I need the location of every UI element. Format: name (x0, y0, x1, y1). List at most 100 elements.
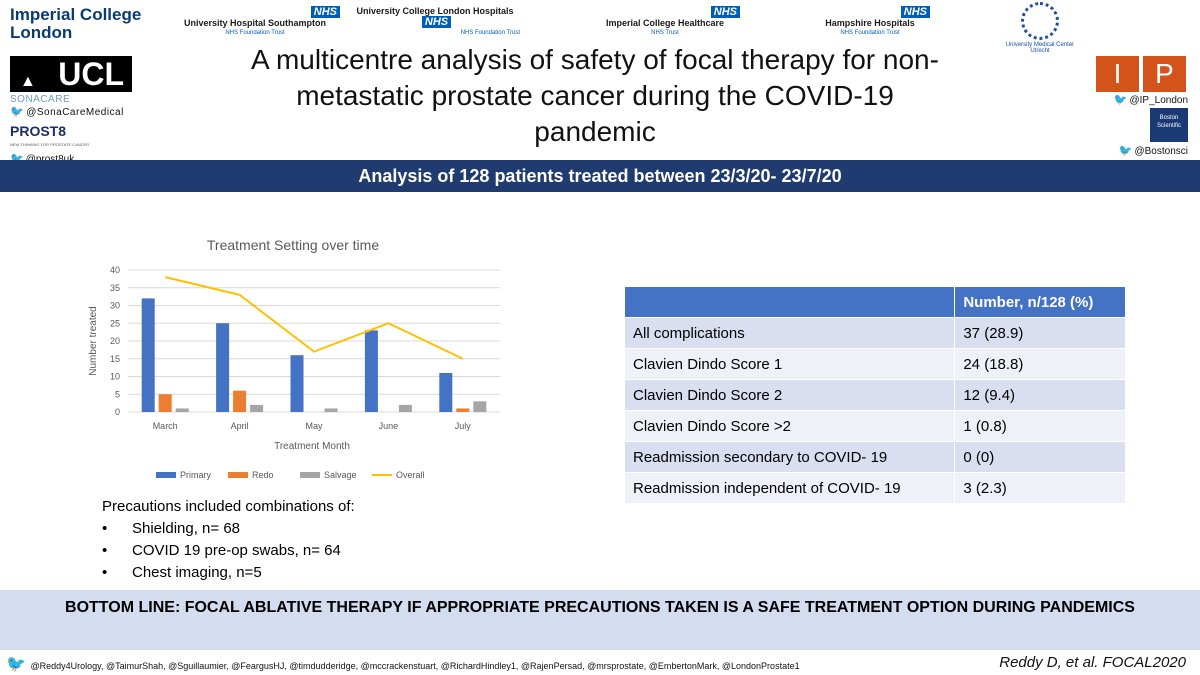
legend-label: Redo (252, 470, 274, 480)
bar-primary (216, 323, 230, 412)
table-cell: 1 (0.8) (954, 410, 1126, 442)
bar-primary (141, 298, 155, 412)
y-tick-label: 20 (110, 336, 120, 346)
y-tick-label: 30 (110, 301, 120, 311)
bar-primary (290, 355, 304, 412)
precautions-list: Precautions included combinations of: Sh… (102, 496, 355, 584)
x-tick-label: June (379, 421, 399, 431)
table-cell: Readmission secondary to COVID- 19 (623, 441, 956, 473)
prost8-handle-link[interactable]: @prost8uk (26, 154, 75, 165)
chart-legend: Primary Redo Salvage Overall (156, 470, 425, 480)
table-cell: 3 (2.3) (954, 472, 1126, 504)
bar-salvage (175, 408, 189, 412)
x-tick-label: April (231, 421, 249, 431)
bar-redo (456, 408, 470, 412)
chart-bars (141, 298, 487, 412)
nhs-badge: NHS (900, 6, 930, 18)
x-tick-label: March (153, 421, 178, 431)
y-tick-label: 5 (115, 389, 120, 399)
complications-table: Number, n/128 (%) All complications 37 (2… (623, 286, 1126, 504)
legend-label: Salvage (324, 470, 357, 480)
chart-x-axis-label: Treatment Month (274, 441, 350, 452)
umc-utrecht-logo: University Medical Center Utrecht (1000, 2, 1080, 54)
analysis-banner: Analysis of 128 patients treated between… (0, 160, 1200, 192)
nhs-badge: NHS (710, 6, 740, 18)
citation: Reddy D, et al. FOCAL2020 (999, 654, 1186, 671)
legend-label: Overall (396, 470, 425, 480)
y-tick-label: 0 (115, 407, 120, 417)
chart-lines (164, 276, 464, 360)
list-item: Shielding, n= 68 (102, 518, 355, 540)
table-cell: All complications (623, 317, 956, 349)
table-header-cell: Number, n/128 (%) (954, 286, 1126, 318)
y-tick-label: 15 (110, 354, 120, 364)
bar-redo (158, 394, 172, 412)
table-row: Readmission secondary to COVID- 19 0 (0) (623, 441, 1126, 473)
boston-handle-link[interactable]: @Bostonsci (1134, 146, 1188, 157)
hospital-logo-hampshire: NHS Hampshire Hospitals NHS Foundation T… (810, 6, 930, 38)
table-cell: 37 (28.9) (954, 317, 1126, 349)
bar-salvage (473, 401, 487, 412)
bottom-line-banner: BOTTOM LINE: FOCAL ABLATIVE THERAPY IF A… (0, 590, 1200, 650)
list-item: COVID 19 pre-op swabs, n= 64 (102, 540, 355, 562)
y-tick-label: 35 (110, 283, 120, 293)
table-header-cell (623, 286, 956, 318)
nhs-badge: NHS (310, 6, 340, 18)
precautions-intro: Precautions included combinations of: (102, 498, 355, 515)
bar-salvage (324, 408, 338, 412)
table-cell: Clavien Dindo Score >2 (623, 410, 956, 442)
treatment-setting-chart: Treatment Setting over time Number treat… (88, 237, 500, 480)
chart-title: Treatment Setting over time (207, 237, 379, 253)
hospital-name: University College London Hospitals (356, 6, 514, 16)
line-overall (164, 276, 464, 360)
ip-handle: 🐦 @IP_London (1114, 93, 1188, 106)
sonacare-handle-link[interactable]: @SonaCareMedical (26, 107, 124, 118)
x-tick-label: May (305, 421, 323, 431)
twitter-icon: 🐦 (10, 106, 25, 118)
table-cell: 24 (18.8) (954, 348, 1126, 380)
y-tick-label: 40 (110, 265, 120, 275)
table-row: Clavien Dindo Score >2 1 (0.8) (623, 410, 1126, 442)
ip-handle-link[interactable]: @IP_London (1129, 95, 1188, 106)
table-row: Clavien Dindo Score 2 12 (9.4) (623, 379, 1126, 411)
list-item: Chest imaging, n=5 (102, 562, 355, 584)
y-tick-label: 25 (110, 318, 120, 328)
poster-title: A multicentre analysis of safety of foca… (251, 44, 939, 147)
bar-primary (439, 372, 453, 412)
bar-primary (364, 330, 378, 412)
chart-x-ticks: March April May June July (153, 421, 472, 431)
twitter-icon: 🐦 (1113, 94, 1128, 106)
nhs-badge: NHS (421, 16, 452, 28)
table-cell: Clavien Dindo Score 2 (623, 379, 956, 411)
sonacare-logo: SONACARE 🐦 @SonaCareMedical (10, 94, 124, 118)
legend-swatch-redo (228, 472, 248, 478)
hospital-logo-uclh: University College London HospitalsNHS N… (356, 6, 520, 36)
hospital-logo-southampton: NHS University Hospital Southampton NHS … (170, 6, 340, 38)
boston-scientific-logo: Boston Scientific (1150, 108, 1188, 142)
table-row: All complications 37 (28.9) (623, 317, 1126, 349)
table-header-row: Number, n/128 (%) (623, 286, 1126, 318)
table-cell: Readmission independent of COVID- 19 (623, 472, 956, 504)
table-row: Readmission independent of COVID- 19 3 (2… (623, 472, 1126, 504)
boston-handle: 🐦 @Bostonsci (1119, 144, 1188, 157)
hospital-logo-imperial-healthcare: NHS Imperial College Healthcare NHS Trus… (590, 6, 740, 38)
footer-handles: 🐦 @Reddy4Urology, @TaimurShah, @Sguillau… (6, 654, 800, 674)
footer-handles-text[interactable]: @Reddy4Urology, @TaimurShah, @Sguillaumi… (30, 661, 800, 671)
table-cell: 0 (0) (954, 441, 1126, 473)
table-cell: Clavien Dindo Score 1 (623, 348, 956, 380)
legend-label: Primary (180, 470, 211, 480)
twitter-icon: 🐦 (6, 656, 26, 673)
x-tick-label: July (455, 421, 472, 431)
legend-swatch-salvage (300, 472, 320, 478)
ucl-building-icon: ▲ (20, 73, 36, 90)
table-row: Clavien Dindo Score 1 24 (18.8) (623, 348, 1126, 380)
chart-y-axis-label: Number treated (88, 306, 99, 375)
imperial-college-logo: Imperial College London (10, 5, 142, 42)
bar-salvage (398, 404, 412, 412)
twitter-icon: 🐦 (1118, 145, 1133, 157)
legend-swatch-primary (156, 472, 176, 478)
ip-logo: I P (1096, 56, 1186, 92)
chart-grid: 0 5 10 15 20 25 30 35 40 (110, 265, 500, 417)
bar-salvage (250, 404, 264, 412)
umc-seal-icon (1021, 2, 1059, 40)
